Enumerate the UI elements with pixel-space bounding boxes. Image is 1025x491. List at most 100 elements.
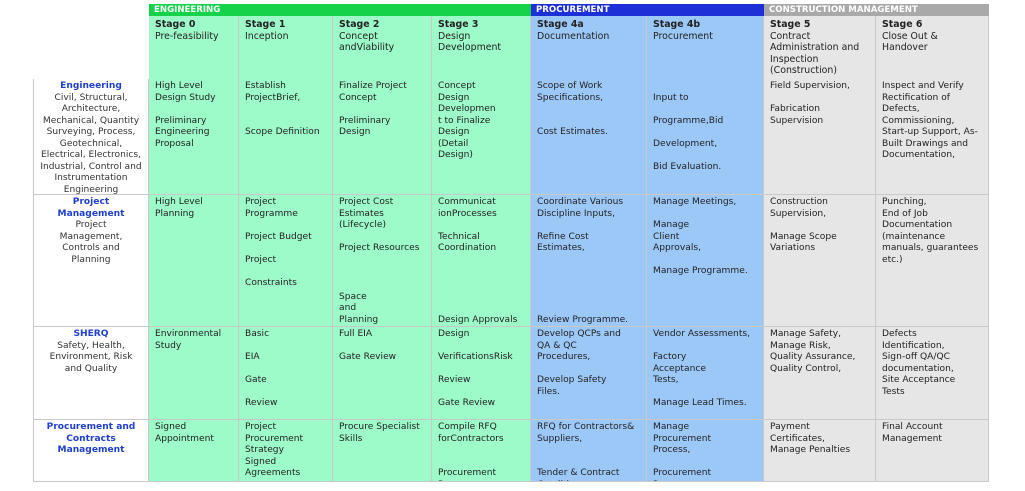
cell-r3-c4: RFQ for Contractors& Suppliers, Tender &… — [531, 420, 647, 482]
cell-r0-c2: Finalize Project Concept Preliminary Des… — [333, 79, 432, 195]
row-title: Project Management — [57, 197, 125, 219]
cell-r1-c2: Project Cost Estimates (Lifecycle) Proje… — [333, 195, 432, 327]
stage-description: Pre-feasibility — [155, 30, 219, 42]
cell-r3-c3: Compile RFQ forContractors Procurement P… — [432, 420, 531, 482]
stage-label: Stage 2 — [339, 19, 380, 30]
stage-header-3: Stage 3 Design Development — [432, 16, 531, 79]
row-header-2: SHERQ Safety, Health, Environment, Risk a… — [33, 327, 149, 420]
cell-text: Environmental Study — [155, 329, 222, 351]
cell-r2-c0: Environmental Study — [149, 327, 239, 420]
cell-text: High Level Design Study Preliminary Engi… — [155, 81, 216, 149]
phase-label: ENGINEERING — [154, 5, 221, 15]
cell-r3-c7: Final Account Management — [876, 420, 989, 482]
phase-header-eng: ENGINEERING — [149, 4, 531, 16]
row-header-1: Project Management Project Management, Co… — [33, 195, 149, 327]
cell-r0-c6: Field Supervision, Fabrication Supervisi… — [764, 79, 876, 195]
row-title: Procurement and Contracts Management — [46, 422, 136, 455]
cell-r3-c5: Manage Procurement Process, Procurement … — [647, 420, 764, 482]
cell-r1-c4: Coordinate Various Discipline Inputs, Re… — [531, 195, 647, 327]
cell-text: Field Supervision, Fabrication Supervisi… — [770, 81, 850, 126]
cell-r1-c6: Construction Supervision, Manage Scope V… — [764, 195, 876, 327]
cell-r0-c3: Concept Design Developmen t to Finalize … — [432, 79, 531, 195]
stage-header-1: Stage 1 Inception — [239, 16, 333, 79]
cell-text: Procure Specialist Skills — [339, 422, 420, 444]
row-header-3: Procurement and Contracts Management — [33, 420, 149, 482]
cell-text: Manage Safety, Manage Risk, Quality Assu… — [770, 329, 856, 374]
cell-text: Signed Appointment — [155, 422, 214, 444]
cell-r0-c5: Input to Programme,Bid Development, Bid … — [647, 79, 764, 195]
stage-header-2: Stage 2 Concept andViability — [333, 16, 432, 79]
cell-text: Project Programme Project Budget Project… — [245, 197, 312, 288]
cell-r1-c3: Communicat ionProcesses Technical Coordi… — [432, 195, 531, 327]
cell-text: Finalize Project Concept Preliminary Des… — [339, 81, 407, 137]
cell-r0-c1: Establish ProjectBrief, Scope Definition — [239, 79, 333, 195]
cell-r3-c6: Payment Certificates, Manage Penalties — [764, 420, 876, 482]
stage-description: Concept andViability — [339, 30, 395, 54]
cell-r0-c0: High Level Design Study Preliminary Engi… — [149, 79, 239, 195]
cell-text: High Level Planning — [155, 197, 203, 219]
cell-text: Final Account Management — [882, 422, 943, 444]
cell-extra-text: Design Approvals — [438, 314, 518, 325]
cell-r3-c2: Procure Specialist Skills — [333, 420, 432, 482]
cell-text: Vendor Assessments, Factory Acceptance T… — [653, 329, 751, 408]
stage-header-6: Stage 5 Contract Administration and Inspe… — [764, 16, 876, 79]
cell-text: Project Cost Estimates (Lifecycle) Proje… — [339, 197, 420, 253]
cell-extra-text: Space and Planning — [339, 291, 379, 325]
stage-label: Stage 5 — [770, 19, 811, 30]
cell-text: Defects Identification, Sign-off QA/QC d… — [882, 329, 956, 397]
stage-description: Procurement — [653, 30, 713, 42]
cell-r2-c5: Vendor Assessments, Factory Acceptance T… — [647, 327, 764, 420]
cell-r1-c0: High Level Planning — [149, 195, 239, 327]
cell-r3-c1: Project Procurement Strategy Signed Agre… — [239, 420, 333, 482]
cell-text: Establish ProjectBrief, Scope Definition — [245, 81, 320, 137]
cell-text: Develop QCPs and QA & QC Procedures, Dev… — [537, 329, 621, 397]
stage-label: Stage 6 — [882, 19, 923, 30]
cell-extra-text: Review Programme. — [537, 314, 629, 325]
row-subtitle: Project Management, Controls and Plannin… — [59, 220, 123, 265]
cell-text: RFQ for Contractors& Suppliers, Tender &… — [537, 422, 635, 481]
stage-description: Contract Administration and Inspection (… — [770, 30, 860, 77]
cell-text: Concept Design Developmen t to Finalize … — [438, 81, 496, 160]
cell-text: Coordinate Various Discipline Inputs, Re… — [537, 197, 624, 253]
cell-r0-c4: Scope of Work Specifications, Cost Estim… — [531, 79, 647, 195]
phase-header-proc: PROCUREMENT — [531, 4, 764, 16]
stage-description: Design Development — [438, 30, 502, 54]
stage-header-5: Stage 4b Procurement — [647, 16, 764, 79]
cell-text: Design VerificationsRisk Review Gate Rev… — [438, 329, 513, 408]
row-subtitle: Safety, Health, Environment, Risk and Qu… — [49, 340, 133, 374]
cell-r1-c5: Manage Meetings, Manage Client Approvals… — [647, 195, 764, 327]
cell-r0-c7: Inspect and Verify Rectification of Defe… — [876, 79, 989, 195]
row-title: SHERQ — [73, 329, 109, 339]
cell-text: Payment Certificates, Manage Penalties — [770, 422, 851, 455]
row-subtitle: Civil, Structural, Architecture, Mechani… — [40, 92, 142, 195]
cell-text: Communicat ionProcesses Technical Coordi… — [438, 197, 497, 253]
phase-label: PROCUREMENT — [536, 5, 610, 15]
cell-text: Manage Meetings, Manage Client Approvals… — [653, 197, 748, 276]
row-header-0: Engineering Civil, Structural, Architectu… — [33, 79, 149, 195]
row-title: Engineering — [60, 81, 122, 91]
cell-text: Project Procurement Strategy Signed Agre… — [245, 422, 304, 478]
cell-text: Basic EIA Gate Review — [245, 329, 278, 408]
cell-text: Construction Supervision, Manage Scope V… — [770, 197, 837, 253]
cell-text: Full EIA Gate Review — [339, 329, 397, 362]
cell-r1-c7: Punching, End of Job Documentation (main… — [876, 195, 989, 327]
stage-header-7: Stage 6 Close Out & Handover — [876, 16, 989, 79]
stage-label: Stage 3 — [438, 19, 479, 30]
stage-header-0: Stage 0 Pre-feasibility — [149, 16, 239, 79]
cell-r2-c7: Defects Identification, Sign-off QA/QC d… — [876, 327, 989, 420]
cell-r2-c1: Basic EIA Gate Review — [239, 327, 333, 420]
cell-text: Inspect and Verify Rectification of Defe… — [882, 81, 978, 160]
stage-label: Stage 4b — [653, 19, 701, 30]
stage-label: Stage 0 — [155, 19, 196, 30]
stage-header-4: Stage 4a Documentation — [531, 16, 647, 79]
cell-r2-c4: Develop QCPs and QA & QC Procedures, Dev… — [531, 327, 647, 420]
stage-description: Inception — [245, 30, 289, 42]
stage-label: Stage 4a — [537, 19, 584, 30]
stage-description: Documentation — [537, 30, 610, 42]
cell-r2-c6: Manage Safety, Manage Risk, Quality Assu… — [764, 327, 876, 420]
phase-header-cons: CONSTRUCTION MANAGEMENT — [764, 4, 989, 16]
cell-text: Scope of Work Specifications, Cost Estim… — [537, 81, 608, 137]
cell-text: Compile RFQ forContractors Procurement P… — [438, 422, 504, 481]
phase-label: CONSTRUCTION MANAGEMENT — [769, 5, 918, 15]
